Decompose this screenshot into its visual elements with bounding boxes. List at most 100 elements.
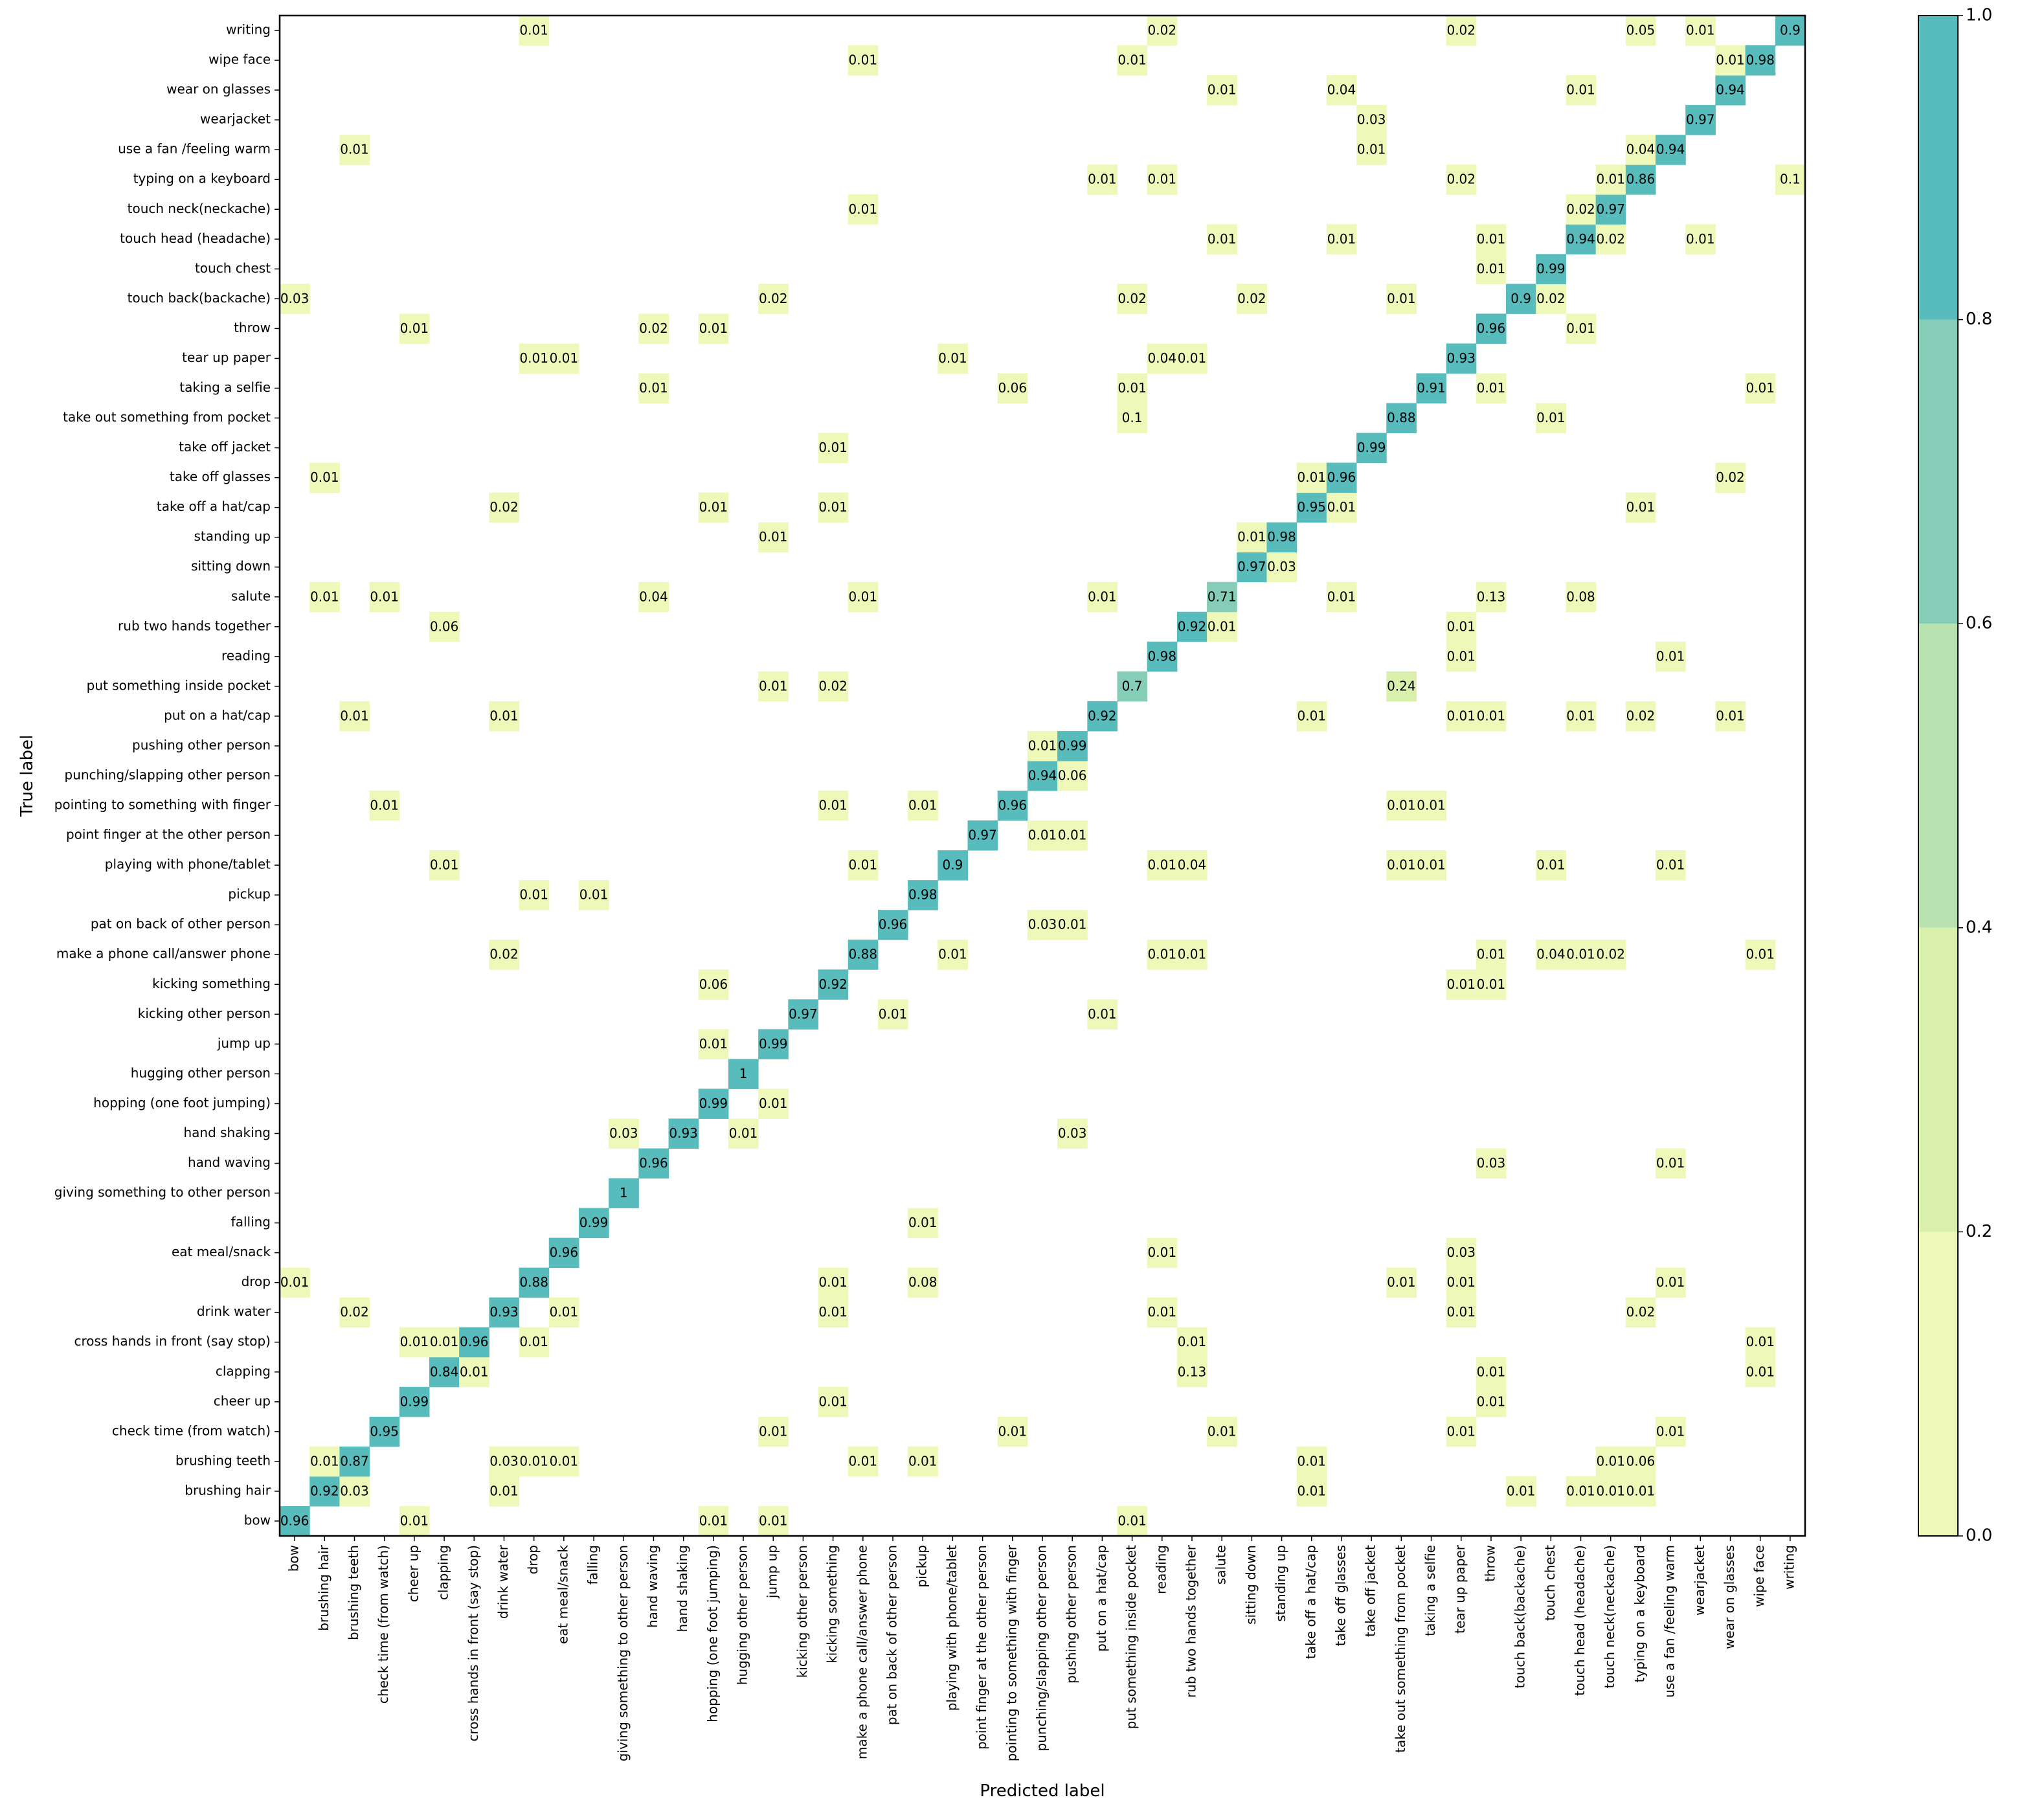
heatmap-cell xyxy=(1625,164,1656,195)
cell-value-label: 0.01 xyxy=(1387,857,1416,873)
cell-value-label: 0.01 xyxy=(849,52,878,68)
heatmap-cell xyxy=(399,313,430,344)
cell-value-label: 0.01 xyxy=(460,1364,489,1379)
x-tick-label: typing on a keyboard xyxy=(1632,1545,1647,1682)
cell-value-label: 0.98 xyxy=(1746,52,1775,68)
cell-value-label: 0.92 xyxy=(818,976,848,992)
heatmap-cell xyxy=(1147,16,1178,46)
heatmap-cell xyxy=(339,701,370,732)
heatmap-cell xyxy=(938,940,969,970)
cell-value-label: 0.03 xyxy=(1477,1155,1506,1171)
cell-value-label: 0.01 xyxy=(759,1423,788,1439)
heatmap-cell xyxy=(1147,1237,1178,1268)
heatmap-cell xyxy=(489,701,520,732)
y-tick-label: giving something to other person xyxy=(54,1184,271,1200)
cell-value-label: 0.96 xyxy=(1327,469,1356,485)
cell-value-label: 0.95 xyxy=(370,1423,399,1439)
heatmap-cell xyxy=(1176,1357,1207,1388)
cell-value-label: 0.08 xyxy=(908,1274,938,1290)
heatmap-cell xyxy=(728,1059,759,1089)
heatmap-cell xyxy=(578,1208,609,1239)
heatmap-cell xyxy=(698,492,729,523)
cell-value-label: 0.06 xyxy=(1058,768,1087,784)
heatmap-cell xyxy=(1476,1357,1507,1388)
cell-value-label: 0.01 xyxy=(1656,648,1685,664)
heatmap-cell xyxy=(818,433,849,464)
cell-value-label: 0.88 xyxy=(849,947,878,962)
cell-value-label: 0.01 xyxy=(908,1453,938,1469)
heatmap-cell xyxy=(1536,284,1566,314)
cell-value-label: 0.01 xyxy=(818,1393,848,1409)
heatmap-cell xyxy=(1296,492,1327,523)
heatmap-cell xyxy=(1087,701,1117,732)
colorbar-tick-label: 0.2 xyxy=(1966,1222,1992,1241)
heatmap-cell xyxy=(1715,75,1746,106)
cell-value-label: 0.01 xyxy=(818,798,848,813)
cell-value-label: 0.96 xyxy=(1477,321,1506,336)
cell-value-label: 0.88 xyxy=(519,1274,548,1290)
heatmap-cell xyxy=(638,581,669,613)
heatmap-cell xyxy=(1237,552,1267,583)
cell-value-label: 0.99 xyxy=(1536,261,1566,276)
heatmap-cell xyxy=(309,1446,340,1477)
cell-value-label: 0.93 xyxy=(669,1125,698,1141)
heatmap-cell xyxy=(1057,730,1088,761)
y-tick-label: tear up paper xyxy=(182,350,271,365)
x-tick-label: standing up xyxy=(1273,1545,1288,1622)
x-tick-label: hopping (one foot jumping) xyxy=(704,1545,720,1722)
heatmap-cell xyxy=(1117,671,1148,702)
y-tick-label: brushing hair xyxy=(185,1482,271,1498)
heatmap-cell xyxy=(877,999,908,1030)
cell-value-label: 0.01 xyxy=(1117,52,1147,68)
heatmap-cell xyxy=(399,1505,430,1537)
y-tick-label: take off jacket xyxy=(179,439,271,455)
heatmap-cell xyxy=(1147,164,1178,195)
heatmap-cell xyxy=(1566,313,1597,344)
heatmap-cell xyxy=(1595,1476,1626,1507)
cell-value-label: 0.96 xyxy=(550,1245,579,1260)
heatmap-cell xyxy=(429,850,460,881)
cell-value-label: 0.01 xyxy=(489,1483,519,1498)
cell-value-label: 0.96 xyxy=(998,798,1028,813)
cell-value-label: 0.01 xyxy=(1417,798,1446,813)
heatmap-cell xyxy=(938,343,969,374)
heatmap-cell xyxy=(1446,611,1477,642)
heatmap-cell xyxy=(908,880,938,910)
heatmap-cell xyxy=(1775,16,1806,46)
heatmap-cell xyxy=(1476,224,1507,254)
heatmap-cell xyxy=(1625,492,1656,523)
y-tick-label: hopping (one foot jumping) xyxy=(93,1095,271,1111)
cell-value-label: 0.01 xyxy=(1387,291,1416,306)
cell-value-label: 0.01 xyxy=(699,321,728,336)
y-tick-label: brushing teeth xyxy=(175,1452,271,1468)
heatmap-cell xyxy=(519,1267,550,1298)
heatmap-cell xyxy=(1416,373,1447,404)
x-tick-label: put something inside pocket xyxy=(1123,1545,1139,1729)
cell-value-label: 0.01 xyxy=(1656,857,1685,873)
cell-value-label: 0.01 xyxy=(818,1304,848,1320)
heatmap-cell xyxy=(938,850,969,881)
cell-value-label: 0.01 xyxy=(1297,1453,1326,1469)
x-tick-label: put on a hat/cap xyxy=(1094,1545,1109,1652)
heatmap-cell xyxy=(1595,164,1626,195)
cell-value-label: 0.01 xyxy=(310,589,339,604)
heatmap-cell xyxy=(1446,1267,1477,1298)
cell-value-label: 0.06 xyxy=(699,976,728,992)
heatmap-cell xyxy=(848,581,879,613)
cell-value-label: 0.93 xyxy=(489,1304,519,1320)
cell-value-label: 0.96 xyxy=(280,1513,309,1528)
colorbar-segment xyxy=(1918,927,1958,1232)
heatmap-cell xyxy=(548,343,579,374)
heatmap-cell xyxy=(1446,164,1477,195)
cell-value-label: 0.13 xyxy=(1178,1364,1207,1379)
heatmap-cell xyxy=(818,1267,849,1298)
cell-value-label: 0.01 xyxy=(699,1513,728,1528)
cell-value-label: 0.01 xyxy=(519,23,548,38)
colorbar-segment xyxy=(1918,319,1958,624)
y-tick-label: kicking other person xyxy=(138,1006,271,1021)
heatmap-cell xyxy=(309,462,340,493)
cell-value-label: 0.94 xyxy=(1028,768,1057,784)
heatmap-cell xyxy=(1446,1297,1477,1328)
cell-value-label: 0.24 xyxy=(1387,678,1416,693)
